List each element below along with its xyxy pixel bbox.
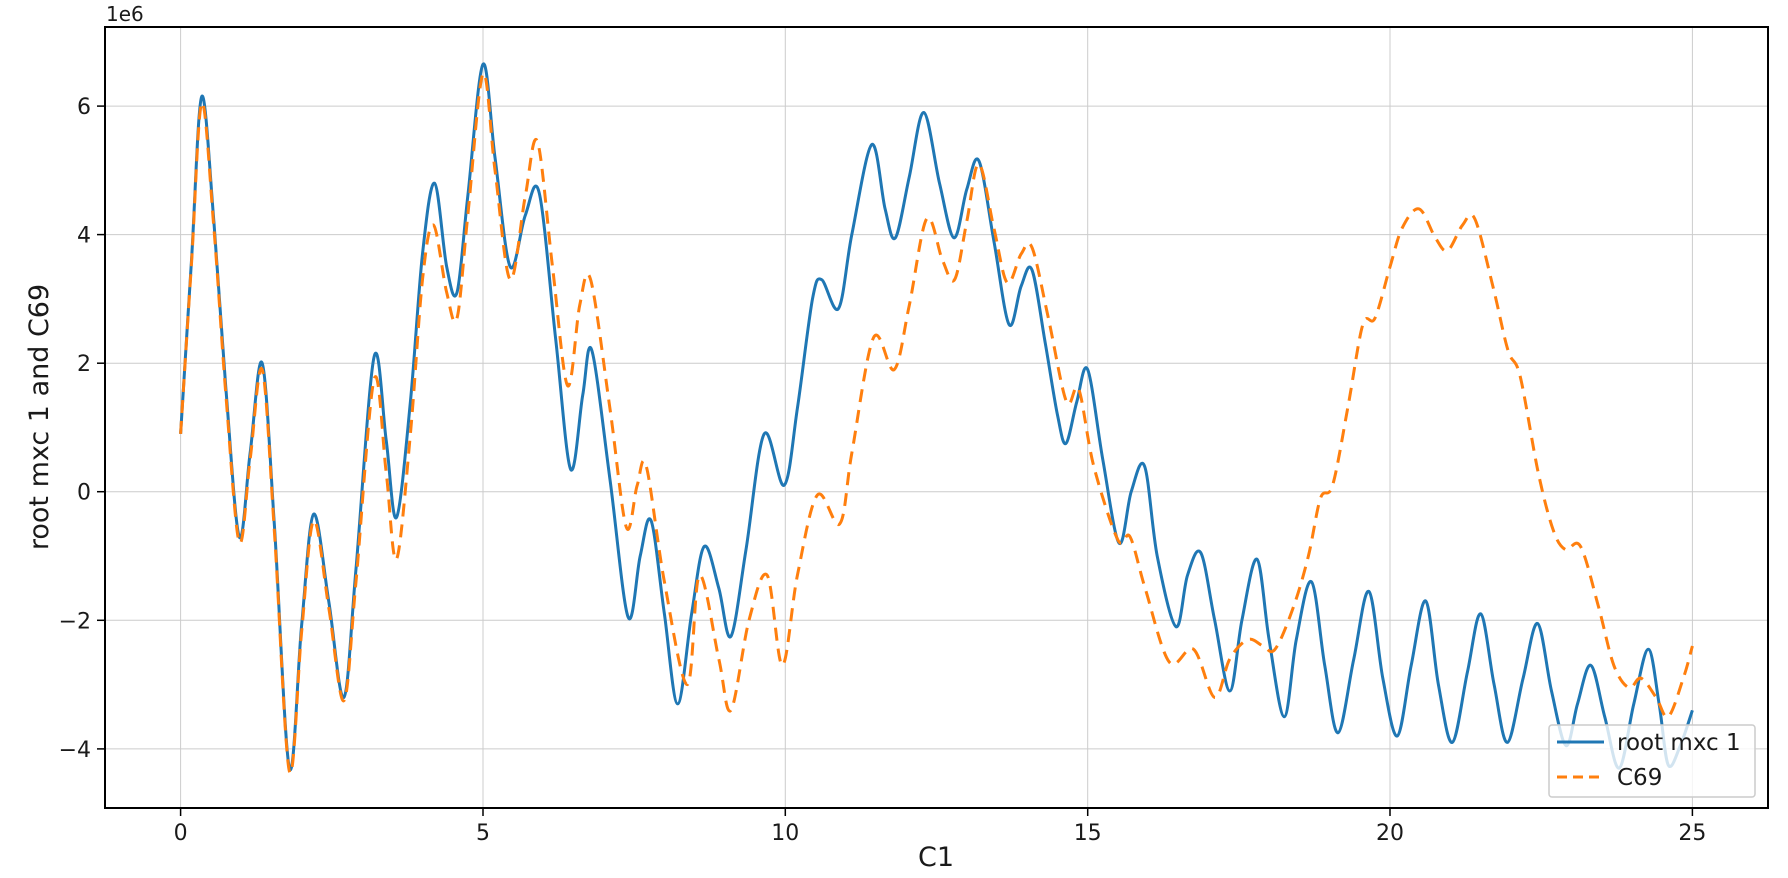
x-tick-label: 0 bbox=[174, 821, 188, 846]
grid-layer bbox=[105, 27, 1768, 808]
y-axis-offset-text: 1e6 bbox=[106, 2, 144, 26]
legend: root mxc 1 C69 bbox=[1548, 724, 1756, 798]
tick-layer: 0 5 10 15 20 25 −4 −2 0 2 4 6 bbox=[59, 95, 1707, 846]
x-tick-label: 15 bbox=[1074, 821, 1102, 846]
y-tick-label: 0 bbox=[77, 481, 91, 506]
y-tick-label: 6 bbox=[77, 95, 91, 120]
series-layer bbox=[179, 62, 1694, 775]
y-tick-label: −4 bbox=[59, 738, 91, 763]
y-axis-label: root mxc 1 and C69 bbox=[24, 284, 55, 550]
x-tick-label: 25 bbox=[1678, 821, 1706, 846]
x-tick-label: 10 bbox=[771, 821, 799, 846]
x-axis-label: C1 bbox=[918, 842, 954, 873]
series-root-mxc-1-line bbox=[179, 62, 1694, 772]
legend-label-root-mxc-1: root mxc 1 bbox=[1617, 730, 1741, 756]
y-tick-label: 2 bbox=[77, 352, 91, 377]
x-tick-label: 5 bbox=[476, 821, 490, 846]
plot-border bbox=[104, 26, 1769, 809]
legend-label-c69: C69 bbox=[1617, 765, 1662, 791]
y-tick-label: 4 bbox=[77, 224, 91, 249]
y-tick-label: −2 bbox=[59, 609, 91, 634]
x-tick-label: 20 bbox=[1376, 821, 1404, 846]
